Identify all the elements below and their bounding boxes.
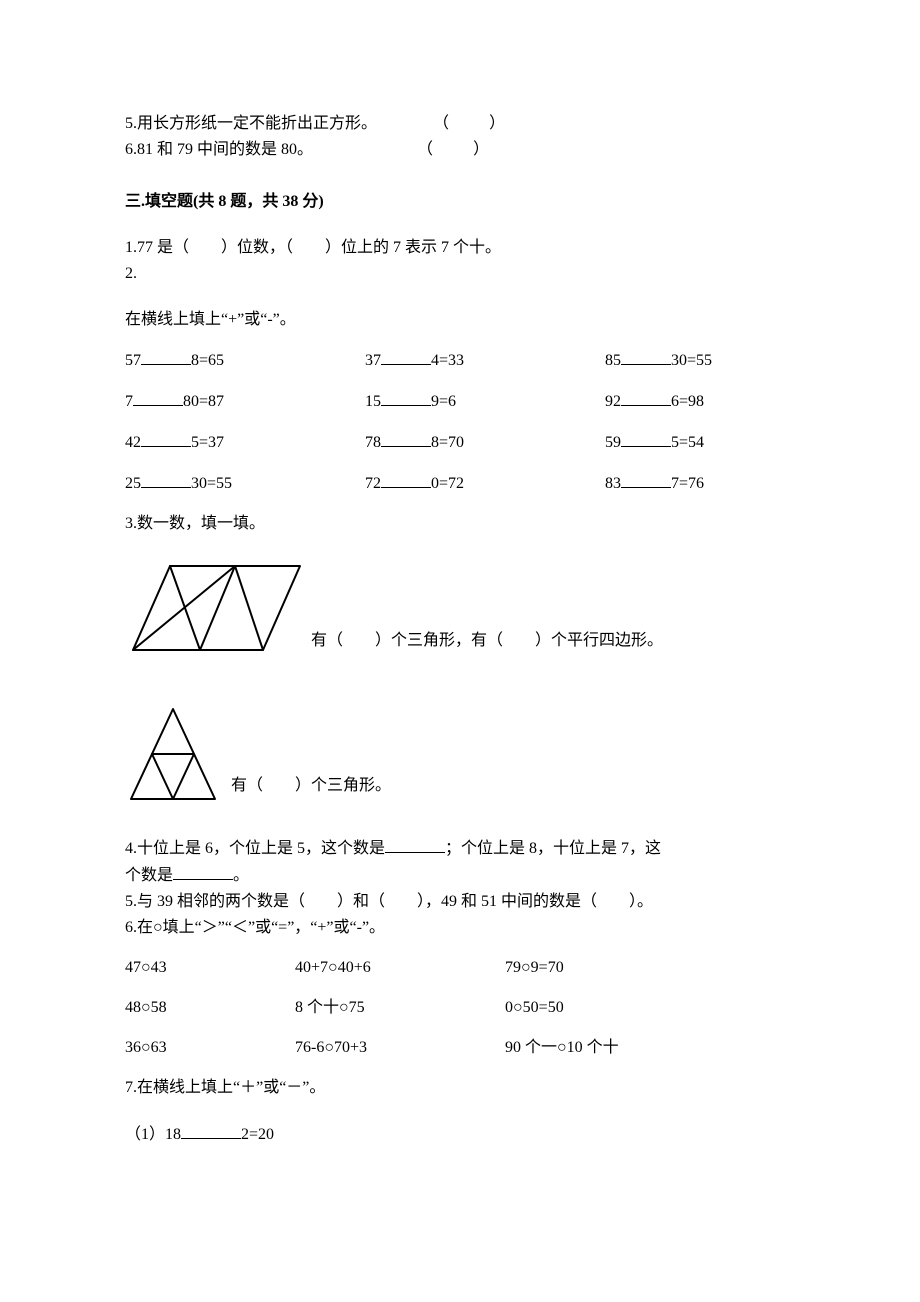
q7-blank[interactable] (181, 1122, 241, 1139)
q3-head: 3.数一数，填一填。 (125, 512, 795, 536)
q2-row: 25 30=55 72 0=72 83 7=76 (125, 471, 795, 496)
q6-cell: 36○63 (125, 1039, 167, 1056)
q2-r: 5=54 (671, 434, 704, 451)
q2-l: 92 (605, 393, 621, 410)
q2-l: 85 (605, 352, 621, 369)
q3-fig1-text: 有（ ）个三角形，有（ ）个平行四边形。 (305, 629, 663, 663)
q2-r: 8=65 (191, 352, 224, 369)
q2-blank[interactable] (381, 430, 431, 447)
q3-fig2-row: 有（ ）个三角形。 (125, 703, 795, 808)
q6-cell: 79○9=70 (505, 959, 564, 976)
q6-cell: 90 个一○10 个十 (505, 1039, 619, 1056)
tf-q6-pad (317, 141, 413, 158)
q2-row: 57 8=65 37 4=33 85 30=55 (125, 348, 795, 373)
q4-blank1[interactable] (385, 836, 445, 853)
q2-l: 42 (125, 434, 141, 451)
q1: 1.77 是（ ）位数，（ ）位上的 7 表示 7 个十。 (125, 236, 795, 260)
q7-1b: 2=20 (241, 1126, 274, 1143)
q2-row: 42 5=37 78 8=70 59 5=54 (125, 430, 795, 455)
tf-q5: 5.用长方形纸一定不能折出正方形。 （ ） (125, 112, 795, 136)
q3-fig2-text: 有（ ）个三角形。 (225, 774, 391, 808)
q2-blank[interactable] (621, 389, 671, 406)
q2-l: 57 (125, 352, 141, 369)
paren-close: ） (473, 141, 489, 158)
q6-cell: 47○43 (125, 959, 167, 976)
q6-grid: 47○43 40+7○40+6 79○9=70 48○58 8 个十○75 0○… (125, 956, 795, 1060)
q2-l: 37 (365, 352, 381, 369)
q2-l: 25 (125, 475, 141, 492)
q4-line1: 4.十位上是 6，个位上是 5，这个数是 ；个位上是 8，十位上是 7，这 (125, 836, 795, 861)
q4-a: 4.十位上是 6，个位上是 5，这个数是 (125, 840, 385, 857)
q2-r: 4=33 (431, 352, 464, 369)
q2-row: 7 80=87 15 9=6 92 6=98 (125, 389, 795, 414)
tf-q5-text: 5.用长方形纸一定不能折出正方形。 (125, 115, 377, 132)
q2-l: 78 (365, 434, 381, 451)
q5: 5.与 39 相邻的两个数是（ ）和（ ），49 和 51 中间的数是（ ）。 (125, 890, 795, 914)
q2-blank[interactable] (133, 389, 183, 406)
q4-b: ；个位上是 8，十位上是 7，这 (445, 840, 661, 857)
q4-line2: 个数是 。 (125, 863, 795, 888)
q6-cell: 48○58 (125, 999, 167, 1016)
q6-cell: 8 个十○75 (295, 999, 365, 1016)
q4-blank2[interactable] (173, 863, 233, 880)
q2-r: 30=55 (191, 475, 232, 492)
q6-row: 48○58 8 个十○75 0○50=50 (125, 996, 795, 1020)
nested-triangle-icon (125, 703, 225, 808)
tf-q6-answer[interactable] (437, 141, 469, 158)
q2-head: 2. (125, 262, 795, 286)
q7-1: （1）18 2=20 (125, 1122, 795, 1147)
parallelogram-triangles-icon (125, 558, 305, 663)
tf-q5-pad (381, 115, 429, 132)
tf-q6: 6.81 和 79 中间的数是 80。 （ ） (125, 138, 795, 162)
q2-blank[interactable] (141, 430, 191, 447)
q2-r: 80=87 (183, 393, 224, 410)
q2-blank[interactable] (381, 348, 431, 365)
q2-blank[interactable] (141, 471, 191, 488)
paren-close: ） (489, 115, 505, 132)
q2-r: 30=55 (671, 352, 712, 369)
q4-d: 。 (233, 867, 249, 884)
q2-blank[interactable] (141, 348, 191, 365)
q2-r: 5=37 (191, 434, 224, 451)
q2-r: 0=72 (431, 475, 464, 492)
q6-head: 6.在○填上“＞”“＜”或“=”，“+”或“-”。 (125, 916, 795, 940)
q2-blank[interactable] (621, 430, 671, 447)
q2-blank[interactable] (381, 471, 431, 488)
q6-cell: 40+7○40+6 (295, 959, 371, 976)
q2-l: 7 (125, 393, 133, 410)
q2-l: 15 (365, 393, 381, 410)
tf-q5-answer[interactable] (453, 115, 485, 132)
q2-grid: 57 8=65 37 4=33 85 30=55 7 80=87 15 9=6 92 6=9… (125, 348, 795, 496)
q2-l: 83 (605, 475, 621, 492)
section3-title: 三.填空题(共 8 题，共 38 分) (125, 190, 795, 214)
paren-open: （ (433, 115, 449, 132)
q7-head: 7.在横线上填上“＋”或“－”。 (125, 1076, 795, 1100)
q2-r: 9=6 (431, 393, 456, 410)
tf-q6-text: 6.81 和 79 中间的数是 80。 (125, 141, 313, 158)
q6-row: 47○43 40+7○40+6 79○9=70 (125, 956, 795, 980)
q2-l: 72 (365, 475, 381, 492)
q2-blank[interactable] (381, 389, 431, 406)
q2-blank[interactable] (621, 471, 671, 488)
q6-row: 36○63 76-6○70+3 90 个一○10 个十 (125, 1036, 795, 1060)
q2-blank[interactable] (621, 348, 671, 365)
q2-r: 6=98 (671, 393, 704, 410)
q4-c: 个数是 (125, 867, 173, 884)
q2-instr: 在横线上填上“+”或“-”。 (125, 308, 795, 332)
paren-open: （ (417, 141, 433, 158)
q6-cell: 76-6○70+3 (295, 1039, 367, 1056)
q2-l: 59 (605, 434, 621, 451)
q2-r: 8=70 (431, 434, 464, 451)
q2-r: 7=76 (671, 475, 704, 492)
q3-fig1-row: 有（ ）个三角形，有（ ）个平行四边形。 (125, 558, 795, 663)
q6-cell: 0○50=50 (505, 999, 564, 1016)
q7-1a: （1）18 (125, 1126, 181, 1143)
